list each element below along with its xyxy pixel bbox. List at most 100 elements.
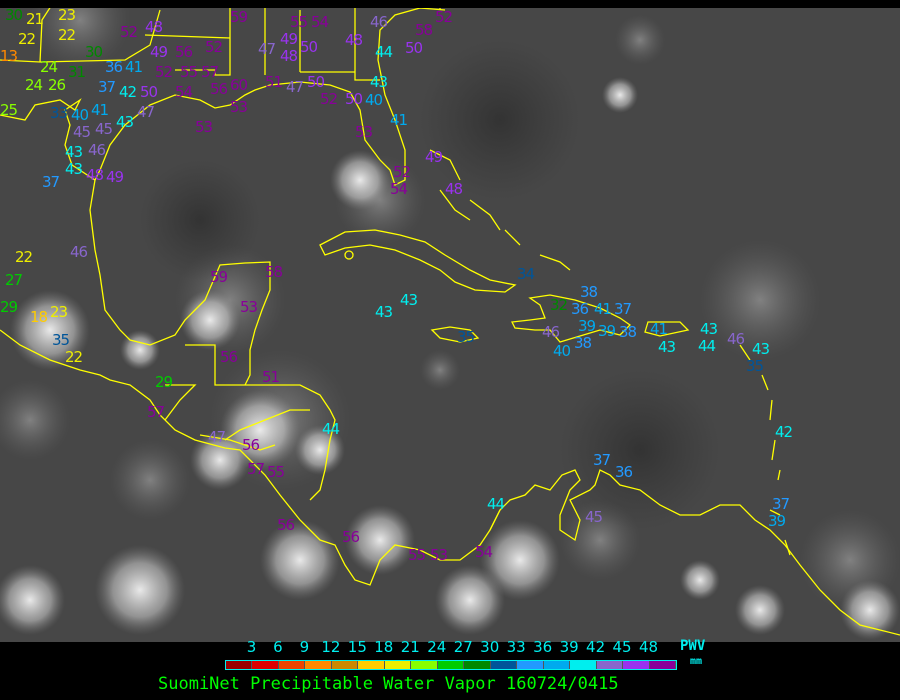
- color-legend: 3 6 9 12 15 18 21 24 27 30 33 36 39 42 45 48 PWV mm Suo…: [0, 638, 900, 700]
- pwv-station-value: 49: [280, 30, 298, 48]
- pwv-station-value: 37: [98, 78, 116, 96]
- legend-tick-label: 33: [506, 638, 526, 656]
- pwv-station-value: 51: [262, 368, 280, 386]
- south-america-coast: [489, 469, 900, 636]
- cuba: [319, 229, 517, 293]
- pwv-station-value: 29: [155, 373, 173, 391]
- cloud: [615, 15, 665, 65]
- pwv-station-value: 43: [65, 160, 83, 178]
- pwv-station-value: 41: [650, 320, 668, 338]
- legend-tick-label: 12: [321, 638, 341, 656]
- pwv-station-value: 37: [42, 173, 60, 191]
- pwv-station-value: 48: [345, 31, 363, 49]
- cloud: [190, 430, 250, 490]
- pwv-station-value: 31: [68, 63, 86, 81]
- color-bar-segment: [517, 661, 544, 669]
- color-bar-segment: [437, 661, 465, 669]
- pwv-station-value: 54: [475, 543, 493, 561]
- pwv-station-value: 37: [614, 300, 632, 318]
- cloud: [420, 40, 580, 200]
- pwv-station-value: 38: [574, 334, 592, 352]
- pwv-station-value: 29: [0, 298, 18, 316]
- pwv-station-value: 18: [30, 308, 48, 326]
- legend-tick-label: 42: [586, 638, 606, 656]
- pwv-station-value: 37: [593, 451, 611, 469]
- pwv-station-value: 13: [0, 47, 18, 65]
- pwv-station-value: 56: [220, 348, 238, 366]
- image-caption: SuomiNet Precipitable Water Vapor 160724…: [158, 674, 619, 694]
- pwv-station-value: 42: [775, 423, 793, 441]
- pwv-station-value: 54: [390, 180, 408, 198]
- legend-unit-label: PWV: [680, 638, 706, 654]
- pwv-station-value: 39: [768, 512, 786, 530]
- color-bar-segment: [649, 661, 676, 669]
- pwv-station-value: 37: [772, 495, 790, 513]
- pwv-station-value: 34: [517, 265, 535, 283]
- pwv-station-value: 25: [0, 101, 18, 119]
- pwv-station-value: 44: [698, 337, 716, 355]
- pwv-station-value: 45: [585, 508, 603, 526]
- pwv-station-value: 56: [210, 80, 228, 98]
- pwv-station-value: 55: [290, 13, 308, 31]
- pwv-station-value: 44: [322, 420, 340, 438]
- pwv-station-value: 52: [320, 90, 338, 108]
- cloud: [295, 425, 345, 475]
- pwv-station-value: 48: [280, 47, 298, 65]
- pwv-station-value: 48: [445, 180, 463, 198]
- cloud: [110, 440, 190, 520]
- cloud: [735, 585, 785, 635]
- pwv-station-value: 36: [571, 300, 589, 318]
- cloud: [180, 290, 240, 350]
- pwv-station-value: 27: [5, 271, 23, 289]
- pwv-station-value: 43: [400, 291, 418, 309]
- pwv-station-value: 58: [265, 263, 283, 281]
- pwv-station-value: 38: [619, 323, 637, 341]
- pwv-station-value: 46: [542, 323, 560, 341]
- pwv-station-value: 43: [65, 143, 83, 161]
- map-layer: [0, 8, 900, 640]
- legend-tick-label: 36: [533, 638, 553, 656]
- us-gulf-coast: [0, 8, 446, 186]
- color-bar-segment: [464, 661, 491, 669]
- legend-tick-label: 24: [427, 638, 447, 656]
- pwv-station-value: 50: [300, 38, 318, 56]
- cloud: [345, 505, 415, 575]
- pwv-station-value: 53: [430, 546, 448, 564]
- cloud: [30, 8, 130, 70]
- pwv-station-value: 53: [355, 123, 373, 141]
- legend-tick-label: 48: [638, 638, 659, 656]
- pwv-station-value: 43: [116, 113, 134, 131]
- station-labels: 30 21 23 22 22 13 30 24 31 36 41 37 42 24 26 25 33 40 41 50…: [0, 8, 900, 642]
- cloud: [0, 380, 70, 460]
- color-bar: [225, 660, 677, 670]
- pwv-station-value: 49: [425, 148, 443, 166]
- pwv-station-value: 23: [58, 8, 76, 24]
- color-bar-segment: [358, 661, 385, 669]
- pwv-station-value: 22: [18, 30, 36, 48]
- legend-tick-label: 15: [347, 638, 367, 656]
- state-borders: [144, 8, 441, 81]
- pwv-station-value: 50: [405, 39, 423, 57]
- pwv-station-value: 52: [120, 23, 138, 41]
- pwv-station-value: 38: [580, 283, 598, 301]
- pwv-station-value: 41: [91, 101, 109, 119]
- cloud: [435, 565, 505, 635]
- pwv-station-value: 23: [50, 303, 68, 321]
- pwv-station-value: 59: [210, 268, 228, 286]
- pwv-station-value: 41: [594, 300, 612, 318]
- pwv-station-value: 39: [598, 322, 616, 340]
- pwv-station-value: 56: [277, 516, 295, 534]
- pwv-station-value: 22: [65, 348, 83, 366]
- jamaica: [430, 326, 480, 343]
- pwv-station-value: 22: [15, 248, 33, 266]
- legend-tick-label: 9: [299, 638, 310, 656]
- pwv-station-value: 22: [58, 26, 76, 44]
- color-bar-segment: [411, 661, 438, 669]
- legend-tick-label: 27: [453, 638, 473, 656]
- pwv-station-value: 53: [230, 98, 248, 116]
- pwv-station-value: 43: [752, 340, 770, 358]
- pwv-station-value: 36: [105, 58, 123, 76]
- pwv-station-value: 54: [175, 83, 193, 101]
- pwv-station-value: 53: [195, 118, 213, 136]
